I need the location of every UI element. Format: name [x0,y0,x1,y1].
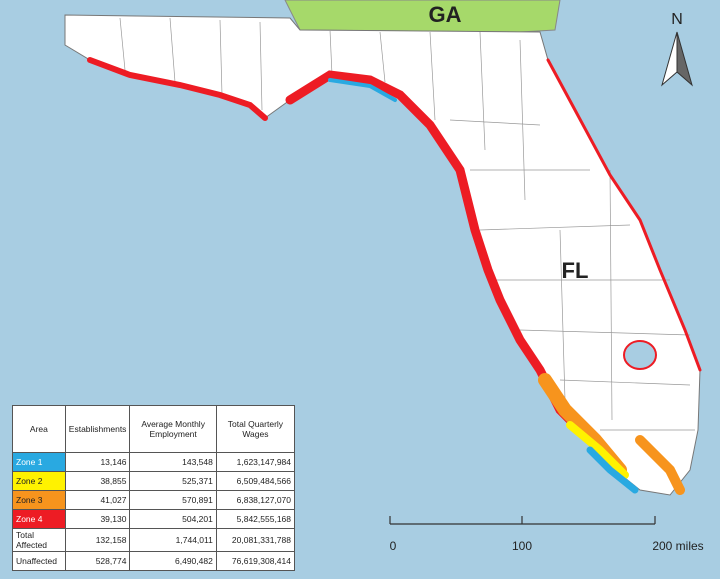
table-body: Area Establishments Average Monthly Employ… [12,405,296,571]
value-cell: 38,855 [64,471,131,491]
lake-okeechobee [623,340,657,370]
header-cell: Establishments [64,405,131,453]
value-cell: 1,744,011 [129,528,217,552]
table-row: Unaffected 528,774 6,490,482 76,619,308,414 [12,551,296,571]
header-cell: Area [12,405,66,453]
value-cell: 132,158 [64,528,131,552]
header-row: Area Establishments Average Monthly Employ… [12,405,296,453]
value-cell: 528,774 [64,551,131,571]
value-cell: 76,619,308,414 [215,551,296,571]
state-label: GA [429,2,462,27]
header-cell: Total Quarterly Wages [215,405,296,453]
area-cell: Zone 2 [12,471,66,491]
area-cell: Total Affected [12,528,66,552]
surge-zones [87,57,702,495]
value-cell: 20,081,331,788 [215,528,296,552]
value-cell: 6,509,484,566 [215,471,296,491]
area-cell: Zone 3 [12,490,66,510]
north-label: N [671,11,683,28]
scale-label: 200 miles [652,539,703,553]
value-cell: 143,548 [129,452,217,472]
value-cell: 6,490,482 [129,551,217,571]
table-row: Total Affected 132,158 1,744,011 20,081,331… [12,528,296,552]
value-cell: 525,371 [129,471,217,491]
area-cell: Zone 1 [12,452,66,472]
value-cell: 13,146 [64,452,131,472]
north-arrow: N [661,11,693,87]
value-cell: 504,201 [129,509,217,529]
value-cell: 5,842,555,168 [215,509,296,529]
value-cell: 39,130 [64,509,131,529]
georgia [284,0,561,33]
county-lines [119,17,695,431]
value-cell: 41,027 [64,490,131,510]
area-cell: Zone 4 [12,509,66,529]
scale-label: 0 [390,539,397,553]
scale-label: 100 [512,539,532,553]
table-row: Zone 4 39,130 504,201 5,842,555,168 [12,509,296,529]
table-row: Zone 1 13,146 143,548 1,623,147,984 [12,452,296,472]
value-cell: 1,623,147,984 [215,452,296,472]
table-row: Zone 2 38,855 525,371 6,509,484,566 [12,471,296,491]
scale-bar [389,516,656,525]
zone-table: Area Establishments Average Monthly Employ… [12,405,296,571]
value-cell: 6,838,127,070 [215,490,296,510]
value-cell: 570,891 [129,490,217,510]
table-row: Zone 3 41,027 570,891 6,838,127,070 [12,490,296,510]
area-cell: Unaffected [12,551,66,571]
state-label: FL [562,258,589,283]
header-cell: Average Monthly Employment [129,405,217,453]
